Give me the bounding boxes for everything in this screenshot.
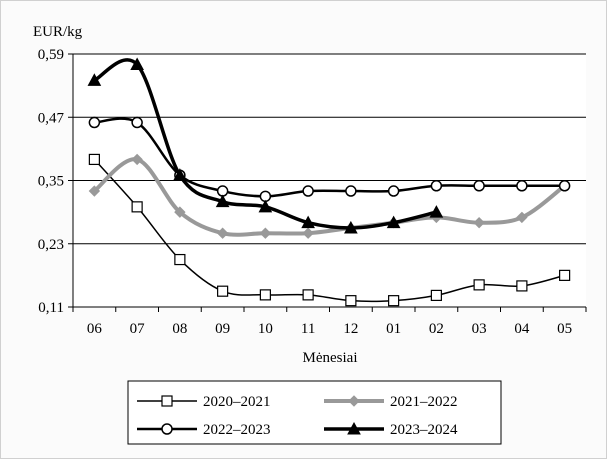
x-tick-label: 01 bbox=[386, 321, 401, 337]
data-point bbox=[259, 227, 272, 239]
x-tick-label: 02 bbox=[429, 321, 444, 337]
data-point bbox=[88, 185, 101, 197]
x-tick-label: 05 bbox=[557, 321, 572, 337]
data-point bbox=[131, 153, 143, 166]
data-point bbox=[215, 194, 230, 208]
data-point bbox=[130, 57, 144, 71]
data-point bbox=[516, 280, 528, 292]
y-axis-label: EUR/kg bbox=[33, 24, 83, 40]
data-point bbox=[473, 279, 485, 291]
legend-label: 2020–2021 bbox=[203, 394, 271, 410]
data-point bbox=[302, 185, 314, 197]
series-group bbox=[87, 57, 571, 307]
legend-label: 2022–2023 bbox=[203, 422, 271, 438]
x-axis-label: Mėnesiai bbox=[303, 350, 358, 366]
y-tick-labels: 0,11 0,23 0,35 0,47 0,59 bbox=[38, 47, 65, 316]
legend-item: 2020–2021 bbox=[137, 394, 271, 410]
x-tick-label: 04 bbox=[514, 321, 530, 337]
series-2 bbox=[88, 116, 571, 203]
data-point bbox=[88, 153, 100, 166]
legend-marker bbox=[161, 423, 173, 435]
data-point bbox=[388, 295, 400, 307]
data-point bbox=[516, 211, 528, 224]
legend-item: 2023–2024 bbox=[324, 421, 458, 438]
y-tick-label: 0,35 bbox=[38, 174, 64, 190]
data-point bbox=[516, 180, 528, 192]
data-point bbox=[302, 289, 314, 301]
legend: 2020–2021 2021–2022 2022–2023 2023–2024 bbox=[127, 380, 502, 445]
legend-marker bbox=[161, 395, 173, 407]
x-tick-label: 03 bbox=[472, 321, 487, 337]
y-tick-label: 0,47 bbox=[38, 110, 65, 126]
legend-label: 2021–2022 bbox=[390, 394, 458, 410]
legend-item: 2022–2023 bbox=[137, 422, 271, 438]
data-point bbox=[87, 73, 102, 86]
data-point bbox=[301, 215, 315, 229]
data-point bbox=[216, 227, 229, 239]
data-point bbox=[430, 289, 442, 302]
x-tick-label: 08 bbox=[172, 321, 187, 337]
legend-label: 2023–2024 bbox=[390, 422, 458, 438]
data-point bbox=[344, 220, 358, 234]
data-point bbox=[345, 295, 357, 307]
data-point bbox=[387, 185, 400, 197]
data-point bbox=[345, 185, 357, 197]
x-tick-label: 10 bbox=[258, 321, 273, 337]
data-point bbox=[430, 180, 443, 192]
legend-marker bbox=[347, 421, 361, 435]
x-tick-label: 11 bbox=[301, 321, 315, 337]
data-point bbox=[559, 269, 571, 281]
legend-box bbox=[127, 380, 502, 445]
data-point bbox=[259, 289, 271, 301]
y-tick-label: 0,23 bbox=[38, 237, 64, 253]
data-point bbox=[258, 199, 273, 213]
data-point bbox=[174, 253, 186, 266]
legend-item: 2021–2022 bbox=[324, 394, 458, 410]
x-tick-label: 07 bbox=[130, 321, 146, 337]
data-point bbox=[174, 206, 186, 218]
data-point bbox=[217, 285, 229, 297]
x-tick-labels: 06 07 08 09 10 11 12 01 02 03 04 05 bbox=[87, 321, 572, 337]
x-tick-label: 09 bbox=[215, 321, 230, 337]
data-point bbox=[429, 205, 444, 218]
x-tick-label: 06 bbox=[87, 321, 103, 337]
data-point bbox=[558, 180, 571, 192]
data-point bbox=[88, 116, 101, 129]
data-point bbox=[386, 215, 401, 229]
data-point bbox=[302, 227, 314, 239]
y-tick-label: 0,11 bbox=[38, 300, 64, 316]
legend-marker bbox=[348, 395, 360, 407]
series-line bbox=[92, 58, 439, 230]
data-point bbox=[473, 216, 485, 229]
data-point bbox=[131, 116, 143, 129]
x-tick-label: 12 bbox=[343, 321, 358, 337]
series-3 bbox=[87, 57, 444, 234]
data-point bbox=[131, 201, 143, 213]
data-point bbox=[473, 180, 485, 192]
series-0 bbox=[88, 153, 571, 307]
data-point bbox=[173, 168, 187, 181]
y-tick-label: 0,59 bbox=[38, 47, 64, 63]
